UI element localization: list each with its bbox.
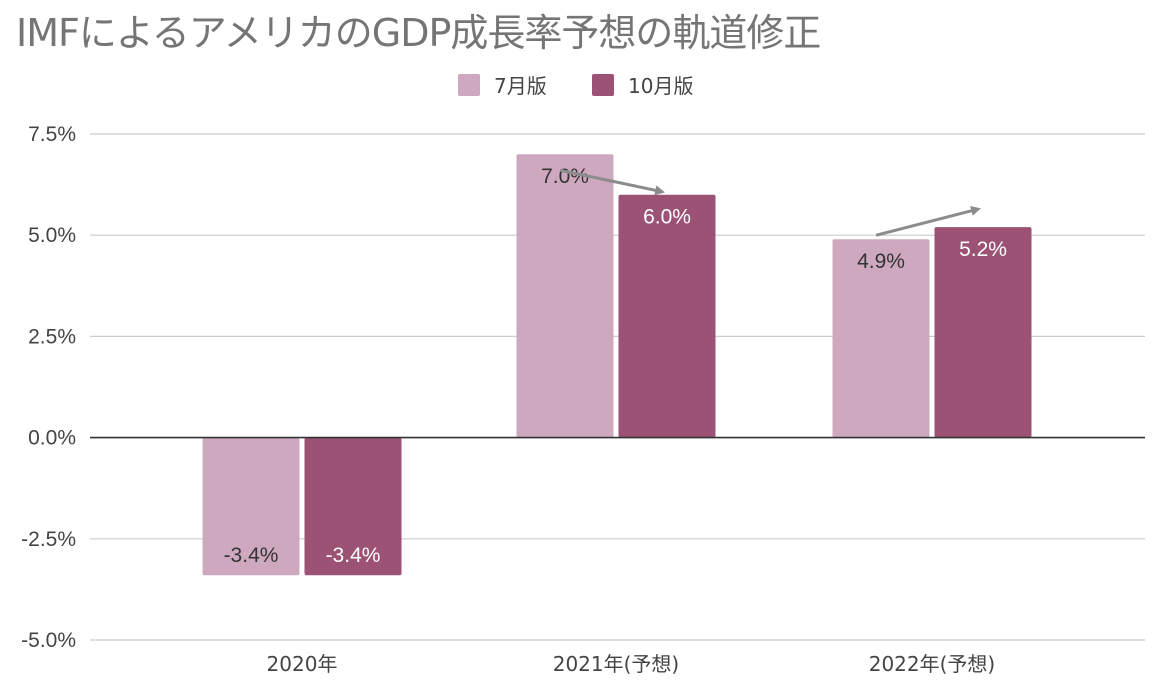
legend-swatch	[592, 74, 614, 96]
x-category-label: 2020年	[267, 652, 338, 676]
chart-title: IMFによるアメリカのGDP成長率予想の軌道修正	[16, 11, 821, 55]
bars	[202, 154, 1032, 576]
bar	[934, 227, 1032, 438]
bar	[202, 437, 300, 576]
legend: 7月版 10月版	[458, 74, 693, 98]
legend-label: 10月版	[628, 74, 693, 98]
y-tick-label: 7.5%	[28, 123, 76, 146]
y-tick-label: -5.0%	[21, 629, 76, 652]
annotation-arrows	[559, 168, 982, 237]
x-axis-categories: 2020年 2021年(予想) 2022年(予想)	[267, 652, 996, 676]
bar	[304, 437, 402, 576]
data-label: -3.4%	[326, 544, 381, 567]
bar	[618, 194, 716, 438]
legend-swatch	[458, 74, 480, 96]
data-label: 6.0%	[643, 206, 691, 229]
bar	[832, 239, 930, 438]
bar	[516, 154, 614, 438]
data-label: 5.2%	[959, 238, 1007, 261]
y-tick-label: -2.5%	[21, 528, 76, 551]
data-label: 7.0%	[541, 165, 589, 188]
x-category-label: 2022年(予想)	[869, 652, 996, 676]
y-tick-label: 0.0%	[28, 427, 76, 450]
data-label: -3.4%	[224, 544, 279, 567]
annotation-arrow	[559, 168, 666, 196]
x-category-label: 2021年(予想)	[553, 652, 680, 676]
y-tick-label: 2.5%	[28, 325, 76, 348]
y-axis-ticks: -5.0% -2.5% 0.0% 2.5% 5.0% 7.5%	[21, 123, 76, 652]
y-tick-label: 5.0%	[28, 224, 76, 247]
legend-label: 7月版	[494, 74, 547, 98]
data-labels: -3.4% -3.4% 7.0% 6.0% 4.9% 5.2%	[224, 165, 1007, 567]
annotation-arrow	[875, 205, 982, 237]
data-label: 4.9%	[857, 250, 905, 273]
